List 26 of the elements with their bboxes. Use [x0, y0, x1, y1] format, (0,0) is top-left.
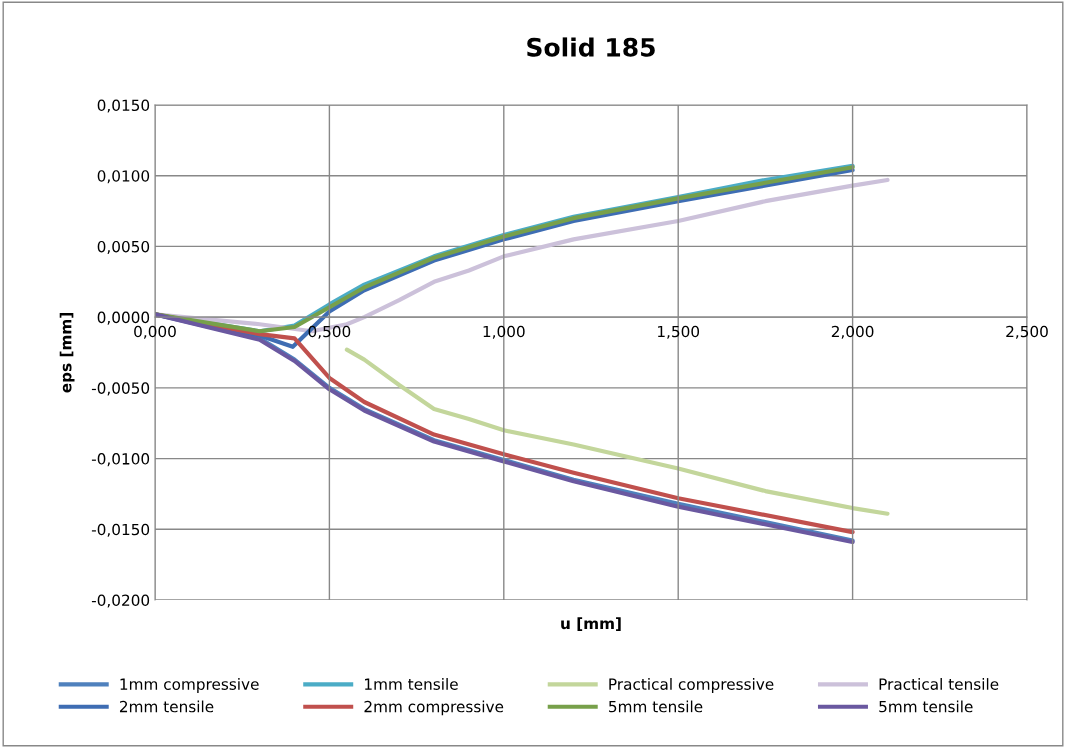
x-tick-label: 1,500 — [658, 325, 700, 339]
y-tick-label: 0,0150 — [97, 99, 150, 113]
legend-label: Practical tensile — [879, 678, 999, 690]
legend-label: 2mm compressive — [364, 700, 504, 716]
y-tick-label: -0,0100 — [91, 453, 150, 467]
x-axis-title: u [mm] — [561, 617, 621, 631]
y-tick-label: 0,0050 — [97, 240, 150, 255]
y-axis-title: eps [mm] — [59, 313, 75, 393]
y-tick-label: 0,0000 — [97, 311, 150, 325]
x-tick-label: 0,000 — [134, 325, 176, 339]
legend-label: 5mm tensile — [879, 700, 973, 713]
legend-label: Practical compressive — [609, 678, 774, 693]
x-tick-label: 0,500 — [308, 325, 351, 339]
x-tick-label: 1,000 — [483, 325, 525, 339]
x-tick-label: 2,000 — [831, 325, 874, 339]
legend-label: 5mm tensile — [609, 700, 703, 713]
chart-title: Solid 185 — [527, 37, 655, 57]
legend-label: 1mm compressive — [120, 678, 259, 693]
x-tick-label: 2,500 — [1006, 325, 1048, 339]
y-tick-label: 0,0100 — [97, 170, 150, 184]
y-tick-label: -0,0050 — [91, 382, 150, 396]
line-series — [344, 347, 890, 516]
y-tick-label: -0,0150 — [91, 523, 150, 537]
legend-label: 2mm tensile — [119, 700, 214, 713]
legend-label: 1mm tensile — [365, 678, 458, 690]
y-tick-label: -0,0200 — [91, 594, 150, 608]
